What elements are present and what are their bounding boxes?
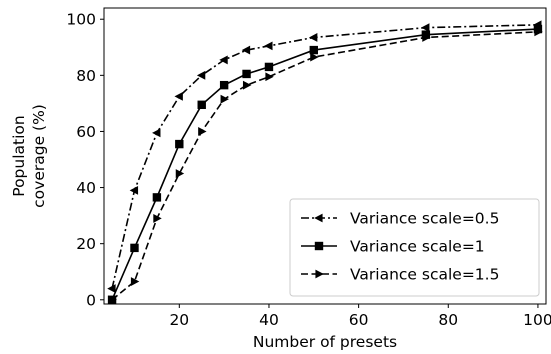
y-tick-label: 20 — [76, 235, 96, 253]
data-point — [264, 62, 274, 72]
y-axis: 0 20 40 60 80 100 — [66, 11, 104, 309]
series-layer — [107, 20, 543, 305]
data-point — [130, 277, 140, 286]
data-point — [242, 80, 252, 90]
axes-frame — [103, 7, 547, 305]
legend-entry: Variance scale=1 — [301, 238, 485, 256]
legend-label: Variance scale=1 — [350, 238, 485, 256]
data-point — [129, 185, 139, 195]
legend-label: Variance scale=0.5 — [350, 210, 499, 228]
y-tick-label: 60 — [76, 123, 96, 141]
y-tick-label: 100 — [66, 11, 96, 29]
y-tick-label: 0 — [86, 291, 96, 309]
data-point — [130, 243, 139, 253]
data-point — [422, 33, 431, 42]
data-point — [175, 169, 185, 178]
data-point — [310, 52, 319, 62]
x-axis: 20 40 60 80 100 — [169, 304, 551, 329]
legend-marker — [314, 213, 323, 223]
y-axis-label-line: Population — [10, 115, 28, 196]
data-point — [198, 127, 207, 136]
legend-marker — [315, 269, 324, 279]
x-axis-label: Number of presets — [253, 333, 397, 351]
y-tick-label: 80 — [76, 67, 96, 85]
data-point — [534, 27, 543, 37]
legend-frame — [289, 198, 540, 297]
data-point — [219, 55, 228, 65]
legend-label: Variance scale=1.5 — [350, 266, 499, 284]
x-tick-label: 80 — [438, 311, 458, 329]
legend-marker — [314, 241, 324, 251]
legend-entry: Variance scale=0.5 — [301, 210, 499, 228]
series-3 — [108, 27, 543, 305]
data-point — [264, 41, 273, 51]
y-axis-label: Population coverage (%) — [10, 104, 48, 208]
data-point — [533, 24, 543, 34]
data-point — [220, 94, 229, 104]
data-point — [175, 139, 184, 149]
data-point — [309, 45, 318, 55]
legend-entry: Variance scale=1.5 — [301, 266, 499, 284]
data-point — [152, 193, 162, 202]
data-point — [153, 214, 162, 223]
axes-layer: 20 40 60 80 100 0 20 40 60 80 100 Number of presets… — [10, 7, 551, 351]
data-point — [152, 128, 161, 138]
y-tick-label: 40 — [76, 179, 96, 197]
x-tick-label: 100 — [523, 311, 551, 329]
data-point — [196, 70, 206, 80]
data-point — [107, 284, 116, 293]
x-tick-label: 20 — [169, 311, 189, 329]
data-point — [219, 80, 229, 90]
legend: Variance scale=0.5 Variance scale=1 Varian… — [289, 198, 540, 297]
y-axis-label-line: coverage (%) — [30, 104, 48, 208]
data-point — [108, 295, 117, 305]
data-point — [242, 69, 251, 79]
x-tick-label: 60 — [349, 311, 369, 329]
data-point — [421, 30, 431, 39]
x-tick-label: 40 — [259, 311, 279, 329]
data-point — [308, 33, 318, 42]
data-point — [197, 100, 206, 109]
data-point — [421, 23, 430, 33]
data-point — [241, 45, 251, 55]
data-point — [174, 91, 183, 101]
data-point — [265, 72, 274, 82]
